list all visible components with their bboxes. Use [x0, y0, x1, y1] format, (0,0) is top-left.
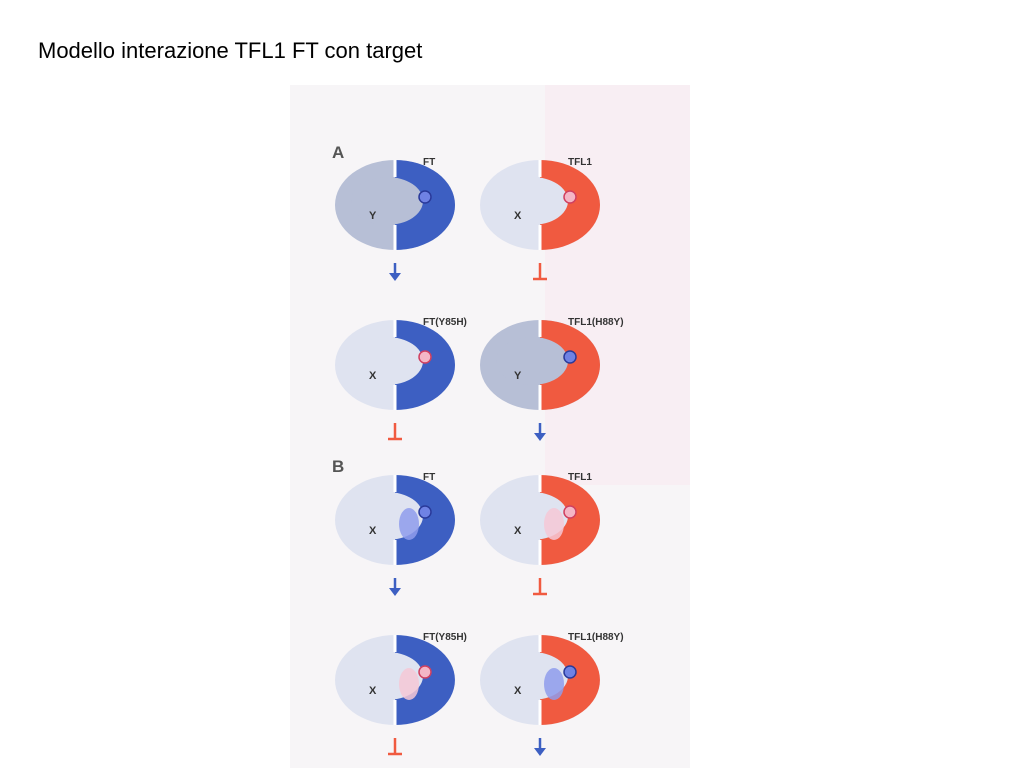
protein-label: TFL1 [568, 472, 592, 483]
binding-pocket [351, 337, 423, 385]
panel-label: B [332, 457, 344, 476]
protein-label: TFL1 [568, 157, 592, 168]
partner-label: X [369, 370, 377, 382]
protein-half [540, 160, 600, 250]
protein-half [395, 475, 455, 565]
partner-label: Y [369, 210, 377, 222]
panel-label: A [332, 143, 344, 162]
protein-label: FT(Y85H) [423, 632, 467, 643]
binding-pocket [496, 177, 568, 225]
partner-label: X [369, 685, 377, 697]
partner-lobe [544, 508, 564, 540]
protein-label: FT [423, 472, 435, 483]
residue-dot [418, 350, 432, 364]
activation-arrowhead [534, 748, 546, 756]
partner-label: X [514, 210, 522, 222]
binding-pocket [496, 337, 568, 385]
protein-half [395, 320, 455, 410]
partner-lobe [399, 668, 419, 700]
residue-dot [563, 190, 577, 204]
protein-label: TFL1(H88Y) [568, 632, 624, 643]
residue-dot [563, 505, 577, 519]
partner-label: Y [514, 370, 522, 382]
protein-half [540, 635, 600, 725]
residue-dot [418, 505, 432, 519]
activation-arrowhead [389, 588, 401, 596]
figure-tint [545, 85, 690, 485]
protein-label: TFL1(H88Y) [568, 317, 624, 328]
partner-lobe [399, 508, 419, 540]
partner-lobe [544, 668, 564, 700]
activation-arrowhead [389, 273, 401, 281]
partner-label: X [514, 525, 522, 537]
residue-dot [418, 665, 432, 679]
protein-half [395, 635, 455, 725]
protein-label: FT [423, 157, 435, 168]
residue-dot [418, 190, 432, 204]
activation-arrowhead [534, 433, 546, 441]
partner-label: X [514, 685, 522, 697]
partner-label: X [369, 525, 377, 537]
protein-label: FT(Y85H) [423, 317, 467, 328]
binding-pocket [351, 177, 423, 225]
slide-title: Modello interazione TFL1 FT con target [38, 38, 422, 63]
protein-half [540, 320, 600, 410]
residue-dot [563, 350, 577, 364]
protein-half [395, 160, 455, 250]
residue-dot [563, 665, 577, 679]
protein-half [540, 475, 600, 565]
